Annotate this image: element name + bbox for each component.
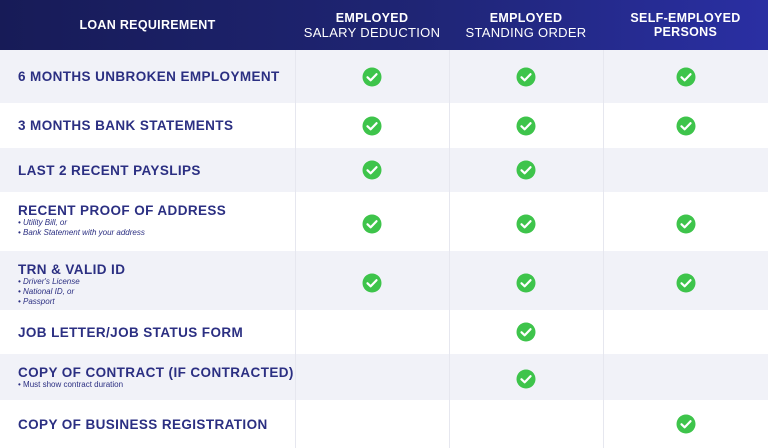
requirement-title: RECENT PROOF OF ADDRESS bbox=[18, 203, 227, 218]
header-title: SELF-EMPLOYED bbox=[630, 11, 741, 25]
requirement-note: • Must show contract duration bbox=[18, 380, 124, 389]
requirement-cell: JOB LETTER/JOB STATUS FORM bbox=[18, 310, 243, 354]
requirement-cell: COPY OF CONTRACT (IF CONTRACTED) • Must s… bbox=[18, 365, 294, 390]
requirement-title: COPY OF CONTRACT (IF CONTRACTED) bbox=[18, 365, 294, 380]
requirement-cell: RECENT PROOF OF ADDRESS • Utility Bill, o… bbox=[18, 203, 226, 238]
check-icon bbox=[516, 322, 536, 342]
check-icon bbox=[516, 369, 536, 389]
check-icon bbox=[676, 67, 695, 86]
requirement-cell: LAST 2 RECENT PAYSLIPS bbox=[18, 148, 201, 192]
requirement-title: LAST 2 RECENT PAYSLIPS bbox=[18, 162, 201, 178]
requirement-wrap: 6 MONTHS UNBROKEN EMPLOYMENT bbox=[18, 69, 280, 84]
requirement-title: 3 MONTHS BANK STATEMENTS bbox=[18, 118, 234, 133]
table-row bbox=[0, 354, 768, 400]
check-icon bbox=[676, 273, 695, 292]
check-icon bbox=[362, 160, 382, 180]
column-divider bbox=[603, 50, 604, 448]
header-cell: SELF-EMPLOYED PERSONS bbox=[603, 0, 768, 50]
requirement-note: • Passport bbox=[18, 297, 55, 306]
header-title: EMPLOYED bbox=[335, 10, 409, 25]
requirement-cell: COPY OF BUSINESS REGISTRATION bbox=[18, 400, 268, 448]
check-icon bbox=[362, 116, 382, 135]
requirement-title: 6 MONTHS UNBROKEN EMPLOYMENT bbox=[18, 69, 280, 84]
requirement-wrap: 3 MONTHS BANK STATEMENTS bbox=[18, 118, 233, 133]
check-icon bbox=[516, 273, 536, 292]
check-icon bbox=[516, 214, 536, 233]
table-row bbox=[0, 251, 768, 310]
header-subtitle: SALARY DEDUCTION bbox=[303, 24, 441, 40]
requirement-note: • Utility Bill, or bbox=[18, 218, 68, 227]
check-icon bbox=[362, 67, 382, 86]
check-icon bbox=[516, 67, 536, 86]
header-cell: EMPLOYED SALARY DEDUCTION bbox=[295, 0, 449, 50]
requirement-title: TRN & VALID ID bbox=[18, 262, 126, 277]
check-icon bbox=[516, 116, 536, 135]
requirement-cell: TRN & VALID ID • Driver's License • Nation… bbox=[18, 262, 125, 307]
table-row bbox=[0, 310, 768, 354]
requirement-wrap: COPY OF BUSINESS REGISTRATION bbox=[18, 417, 268, 432]
check-icon bbox=[362, 214, 382, 233]
requirement-cell: 3 MONTHS BANK STATEMENTS bbox=[18, 103, 233, 148]
header-title: LOAN REQUIREMENT bbox=[79, 18, 216, 32]
column-divider bbox=[295, 50, 296, 448]
table-row bbox=[0, 103, 768, 148]
header-subtitle: STANDING ORDER bbox=[465, 24, 587, 40]
check-icon bbox=[676, 414, 695, 434]
header-cell: EMPLOYED STANDING ORDER bbox=[449, 0, 603, 50]
column-divider bbox=[449, 50, 450, 448]
check-icon bbox=[362, 273, 382, 292]
check-icon bbox=[676, 116, 695, 135]
table-row bbox=[0, 400, 768, 448]
requirement-note: • Bank Statement with your address bbox=[18, 228, 145, 237]
requirement-cell: 6 MONTHS UNBROKEN EMPLOYMENT bbox=[18, 50, 280, 103]
header-cell: LOAN REQUIREMENT bbox=[0, 0, 295, 50]
check-icon bbox=[676, 214, 695, 233]
header-subtitle: PERSONS bbox=[653, 25, 718, 39]
check-icon bbox=[516, 160, 536, 180]
header-title: EMPLOYED bbox=[489, 10, 563, 25]
table-row bbox=[0, 50, 768, 103]
requirement-note: • National ID, or bbox=[18, 287, 75, 296]
table-row bbox=[0, 148, 768, 192]
requirement-wrap: LAST 2 RECENT PAYSLIPS bbox=[18, 163, 201, 178]
requirement-title: COPY OF BUSINESS REGISTRATION bbox=[18, 416, 268, 432]
requirement-title: JOB LETTER/JOB STATUS FORM bbox=[18, 324, 244, 340]
requirement-wrap: JOB LETTER/JOB STATUS FORM bbox=[18, 325, 243, 340]
table-row bbox=[0, 192, 768, 251]
table-header: LOAN REQUIREMENT EMPLOYED SALARY DEDUCTION… bbox=[0, 0, 768, 50]
requirement-note: • Driver's License bbox=[18, 277, 80, 286]
